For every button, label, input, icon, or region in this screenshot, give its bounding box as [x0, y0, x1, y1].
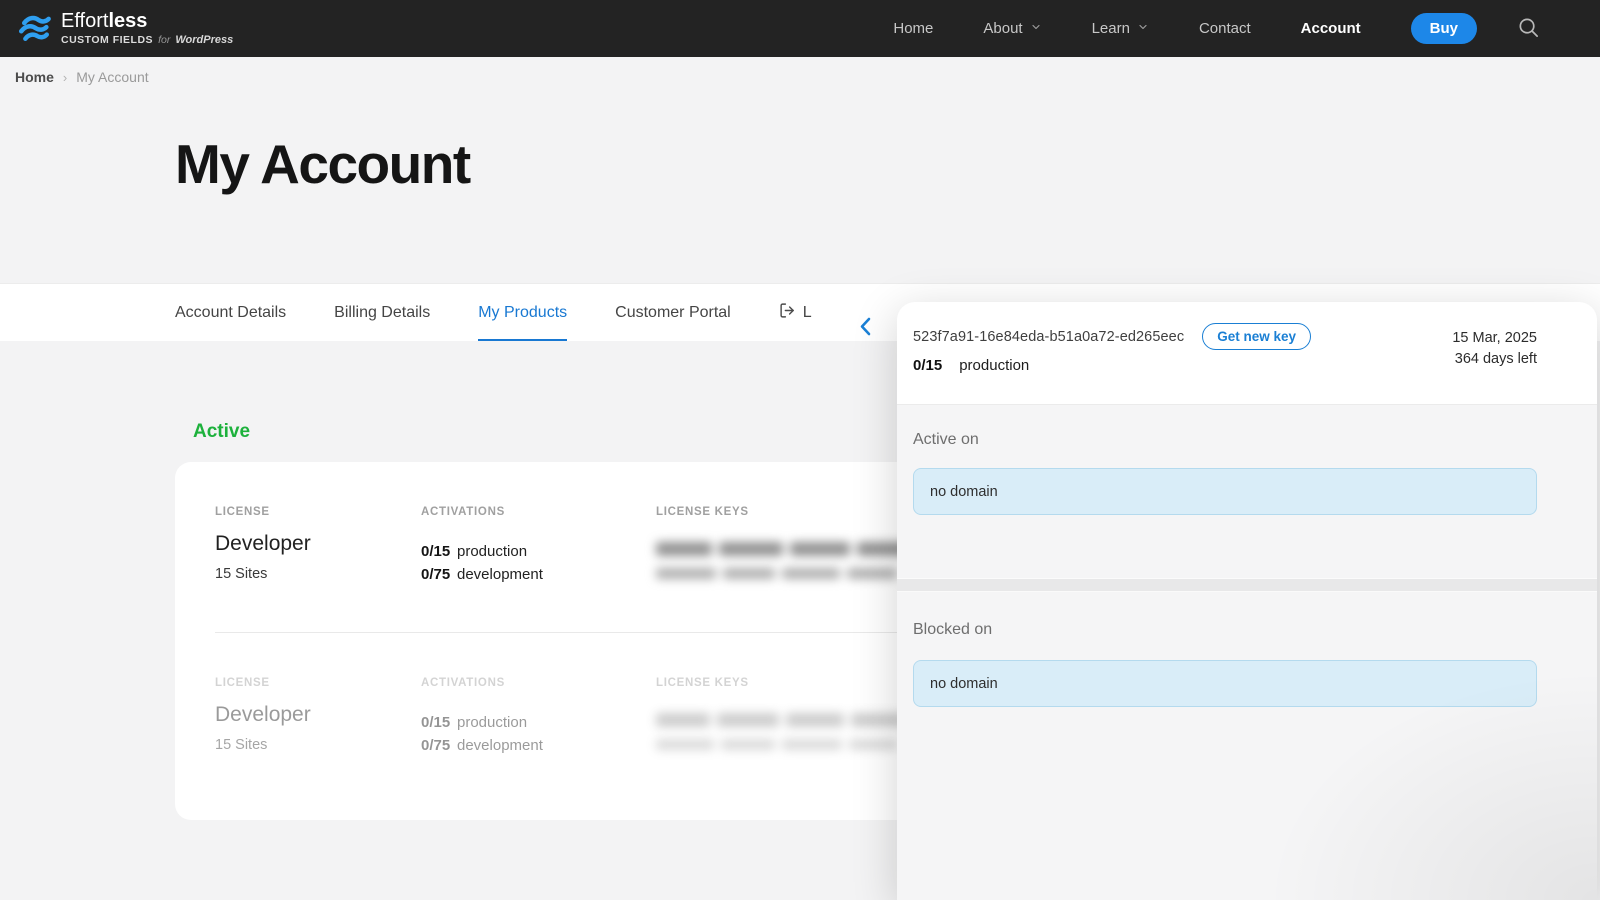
column-header-license: LICENSE	[215, 506, 270, 518]
development-count: 0/75	[421, 566, 451, 583]
tab-billing-details[interactable]: Billing Details	[334, 303, 431, 321]
logout-icon	[779, 302, 796, 324]
panel-production-count: 0/15	[913, 357, 943, 374]
nav-item-contact-label: Contact	[1198, 20, 1251, 37]
panel-production-label: production	[959, 357, 1030, 374]
nav-item-home[interactable]: Home	[893, 20, 933, 37]
chevron-left-icon	[857, 317, 874, 340]
license-key-blurred-line	[656, 713, 1076, 727]
production-count: 0/15	[421, 714, 451, 731]
column-header-activations: ACTIVATIONS	[421, 506, 505, 518]
production-label: production	[457, 543, 528, 560]
column-header-license-keys: LICENSE KEYS	[656, 677, 749, 689]
activations-development: 0/75 development	[421, 737, 543, 754]
panel-header: 523f7a91-16e84eda-b51a0a72-ed265eec Get …	[897, 302, 1597, 405]
license-row-expired: LICENSE ACTIVATIONS LICENSE KEYS Develop…	[175, 633, 1540, 803]
active-on-field[interactable]: no domain	[913, 468, 1537, 515]
brand-name: Effortless	[61, 11, 233, 32]
activations-development: 0/75 development	[421, 566, 543, 583]
breadcrumb-separator: ›	[62, 69, 68, 85]
activations-production: 0/15 production	[421, 543, 527, 560]
license-sites: 15 Sites	[215, 566, 268, 582]
row-divider	[215, 632, 1500, 633]
section-divider	[897, 578, 1597, 592]
development-label: development	[457, 566, 543, 583]
brand-tagline-fields: CUSTOM FIELDS	[61, 34, 154, 46]
tab-customer-portal[interactable]: Customer Portal	[615, 303, 731, 321]
license-detail-panel: 523f7a91-16e84eda-b51a0a72-ed265eec Get …	[897, 302, 1597, 900]
nav-item-account[interactable]: Account	[1301, 20, 1361, 37]
license-keys-blurred	[656, 542, 1076, 579]
search-icon	[1517, 17, 1540, 42]
page-title: My Account	[175, 133, 471, 195]
panel-key-row: 523f7a91-16e84eda-b51a0a72-ed265eec Get …	[913, 323, 1311, 350]
development-count: 0/75	[421, 737, 451, 754]
panel-usage: 0/15 production	[913, 357, 1029, 374]
tab-account-details[interactable]: Account Details	[175, 303, 287, 321]
blocked-on-section: Blocked on no domain	[897, 592, 1597, 886]
nav-item-home-label: Home	[893, 20, 934, 37]
brand-text: Effortless CUSTOM FIELDS for WordPress	[61, 11, 233, 47]
license-name: Developer	[215, 703, 311, 726]
chevron-down-icon	[1030, 20, 1042, 37]
column-header-license-keys: LICENSE KEYS	[656, 506, 749, 518]
nav-item-about[interactable]: About	[983, 20, 1041, 37]
blocked-on-label: Blocked on	[913, 621, 993, 638]
activations-production: 0/15 production	[421, 714, 527, 731]
nav-item-learn[interactable]: Learn	[1092, 20, 1149, 37]
search-button[interactable]	[1515, 14, 1542, 44]
tab-my-products[interactable]: My Products	[478, 284, 567, 341]
buy-button[interactable]: Buy	[1410, 13, 1477, 44]
active-section-heading: Active	[193, 421, 251, 442]
panel-expiry: 15 Mar, 2025 364 days left	[1452, 328, 1537, 370]
chevron-down-icon	[1137, 20, 1149, 37]
license-row: LICENSE ACTIVATIONS LICENSE KEYS Develop…	[175, 462, 1540, 632]
license-key-blurred-line	[656, 568, 1076, 579]
brand-name-bold: less	[108, 10, 148, 32]
license-key-blurred-line	[656, 542, 1076, 556]
blocked-on-field[interactable]: no domain	[913, 660, 1537, 707]
license-keys-blurred	[656, 713, 1076, 750]
column-header-license: LICENSE	[215, 677, 270, 689]
development-label: development	[457, 737, 543, 754]
panel-collapse-button[interactable]	[855, 314, 876, 342]
license-key-value: 523f7a91-16e84eda-b51a0a72-ed265eec	[913, 328, 1185, 345]
expiry-date: 15 Mar, 2025	[1452, 330, 1537, 346]
days-left: 364 days left	[1454, 351, 1537, 367]
tab-logout-label: L	[802, 303, 812, 321]
license-key-blurred-line	[656, 739, 1076, 750]
nav-item-about-label: About	[983, 20, 1023, 37]
tab-logout[interactable]: L	[779, 284, 812, 341]
breadcrumb: Home › My Account	[15, 69, 149, 85]
brand-tagline: CUSTOM FIELDS for WordPress	[61, 34, 233, 46]
nav-item-account-label: Account	[1300, 20, 1361, 37]
production-count: 0/15	[421, 543, 451, 560]
brand-tagline-product: WordPress	[175, 34, 234, 46]
column-header-activations: ACTIVATIONS	[421, 677, 505, 689]
license-sites: 15 Sites	[215, 737, 268, 753]
production-label: production	[457, 714, 528, 731]
brand-name-regular: Effort	[61, 10, 109, 32]
nav-item-learn-label: Learn	[1091, 20, 1130, 37]
license-name: Developer	[215, 532, 311, 555]
active-on-section: Active on no domain	[897, 405, 1597, 578]
get-new-key-button[interactable]: Get new key	[1202, 323, 1311, 350]
waves-logo-icon	[16, 11, 52, 47]
site-header: Effortless CUSTOM FIELDS for WordPress H…	[0, 0, 1600, 57]
breadcrumb-current: My Account	[76, 69, 149, 85]
brand-logo[interactable]: Effortless CUSTOM FIELDS for WordPress	[16, 11, 233, 47]
active-on-label: Active on	[913, 431, 979, 448]
breadcrumb-home[interactable]: Home	[15, 69, 54, 85]
nav-item-contact[interactable]: Contact	[1199, 20, 1251, 37]
brand-tagline-for: for	[158, 34, 171, 46]
main-nav: Home About Learn Contact Account Buy	[893, 13, 1542, 44]
